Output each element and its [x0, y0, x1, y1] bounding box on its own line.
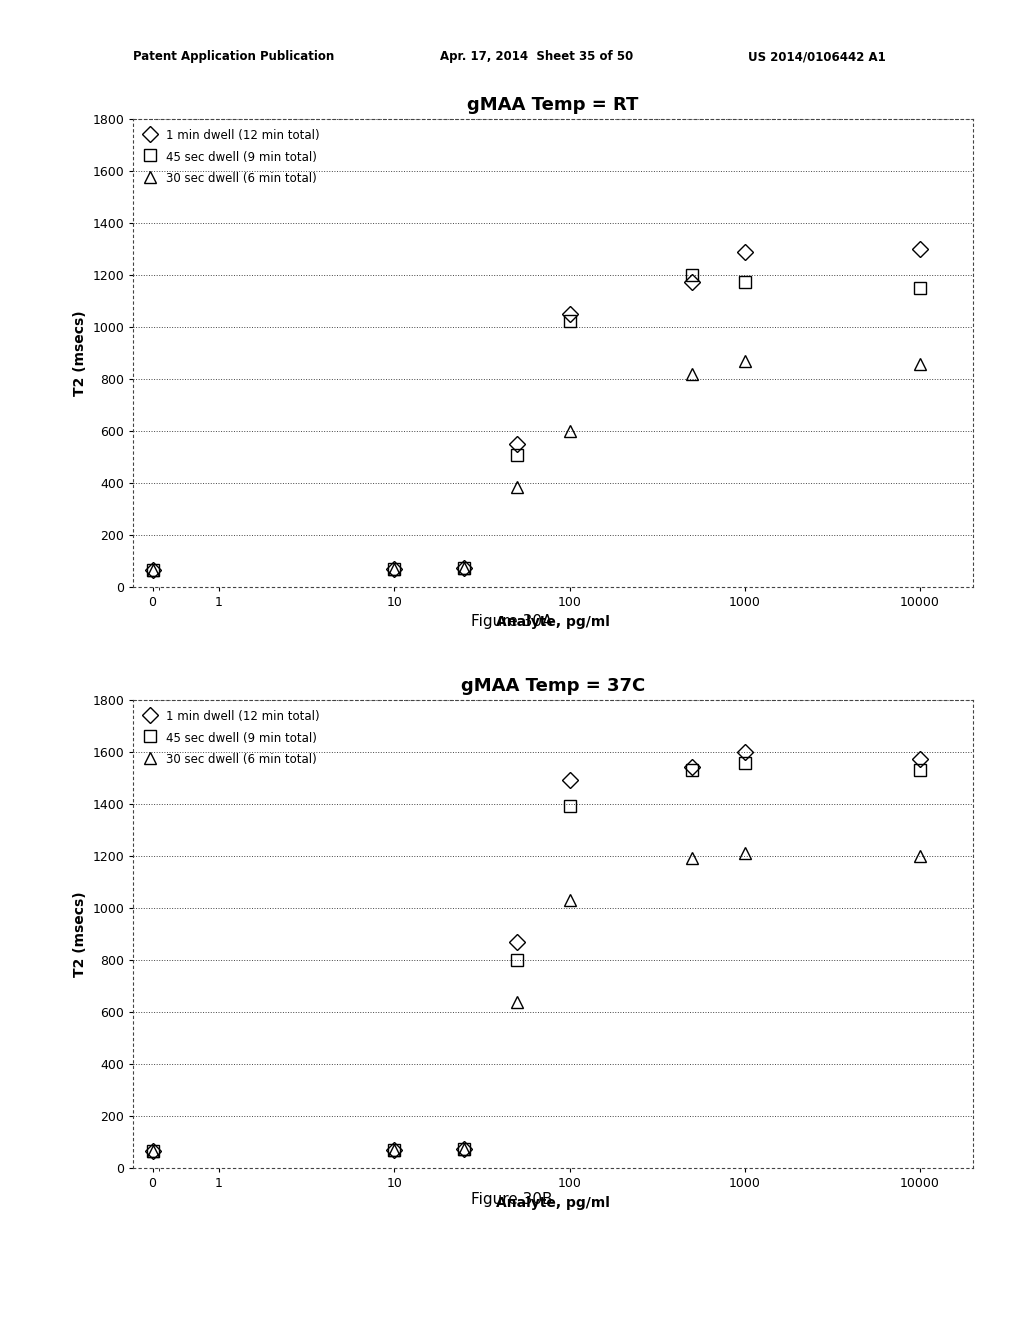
Title: gMAA Temp = RT: gMAA Temp = RT [467, 96, 639, 115]
Legend: 1 min dwell (12 min total), 45 sec dwell (9 min total), 30 sec dwell (6 min tota: 1 min dwell (12 min total), 45 sec dwell… [138, 124, 325, 190]
Y-axis label: T2 (msecs): T2 (msecs) [73, 310, 87, 396]
X-axis label: Analyte, pg/ml: Analyte, pg/ml [496, 1196, 610, 1210]
Text: Figure 30B: Figure 30B [471, 1192, 553, 1206]
Text: Patent Application Publication: Patent Application Publication [133, 50, 335, 63]
Text: Apr. 17, 2014  Sheet 35 of 50: Apr. 17, 2014 Sheet 35 of 50 [440, 50, 634, 63]
Title: gMAA Temp = 37C: gMAA Temp = 37C [461, 677, 645, 696]
Text: Figure 30A: Figure 30A [471, 614, 553, 628]
Legend: 1 min dwell (12 min total), 45 sec dwell (9 min total), 30 sec dwell (6 min tota: 1 min dwell (12 min total), 45 sec dwell… [138, 705, 325, 771]
X-axis label: Analyte, pg/ml: Analyte, pg/ml [496, 615, 610, 630]
Text: US 2014/0106442 A1: US 2014/0106442 A1 [748, 50, 886, 63]
Y-axis label: T2 (msecs): T2 (msecs) [73, 891, 87, 977]
